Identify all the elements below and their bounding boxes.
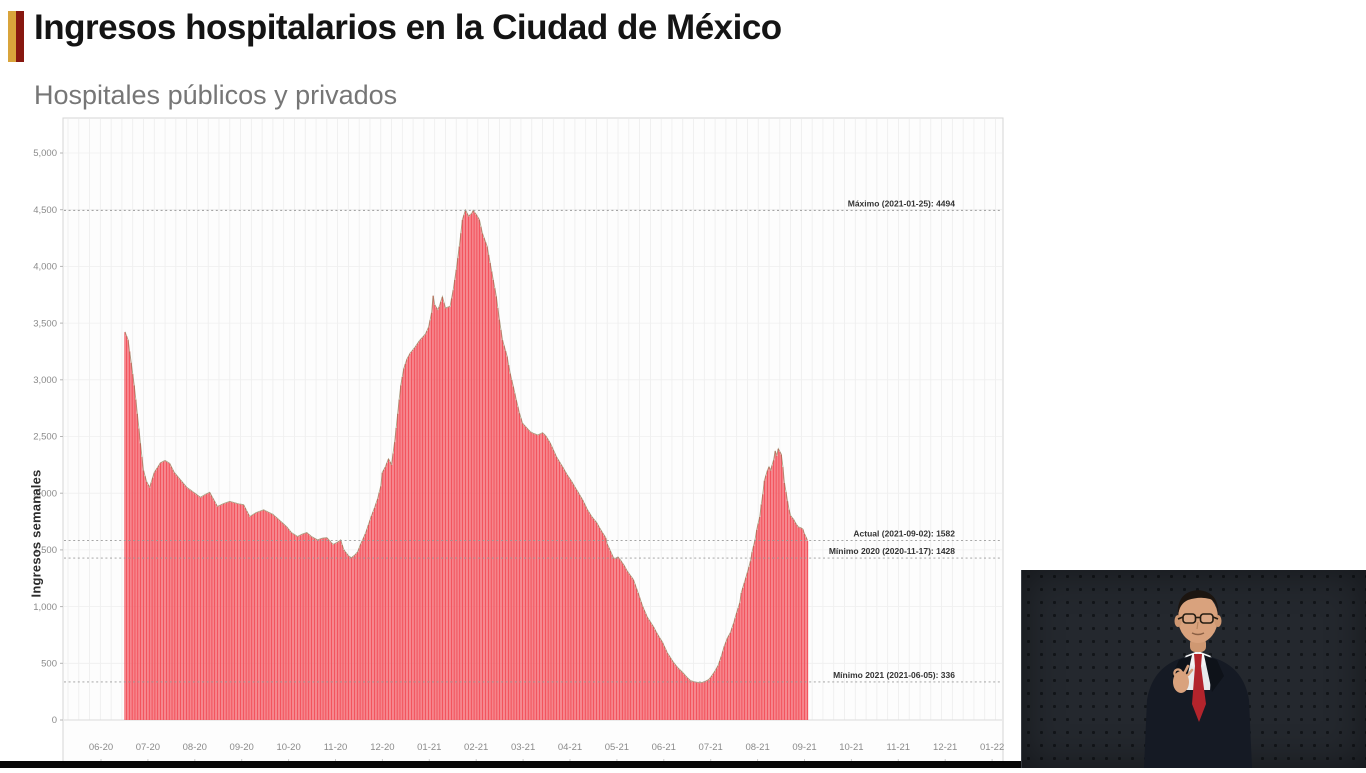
annotation-label-actual: Actual (2021-09-02): 1582 bbox=[853, 529, 955, 539]
y-tick-label: 0 bbox=[52, 715, 57, 726]
page-title: Ingresos hospitalarios en la Ciudad de M… bbox=[34, 8, 782, 47]
x-tick-label: 06-20 bbox=[89, 742, 113, 753]
y-tick-label: 5,000 bbox=[33, 148, 57, 159]
hospital-admissions-chart: Ingresos semanales 0 500 1,000 1,500 2,000 2,… bbox=[20, 110, 1010, 768]
y-tick-label: 4,000 bbox=[33, 262, 57, 273]
ear-right bbox=[1214, 615, 1222, 627]
x-tick-label: 10-20 bbox=[276, 742, 300, 753]
x-tick-labels: 06-20 07-20 08-20 09-20 10-20 11-20 12-20 01-21… bbox=[89, 742, 1004, 762]
y-tick-label: 1,500 bbox=[33, 545, 57, 556]
x-tick-label: 04-21 bbox=[558, 742, 582, 753]
y-tick-label: 4,500 bbox=[33, 205, 57, 216]
y-tick-label: 3,000 bbox=[33, 375, 57, 386]
admissions-bar-chart: 0 500 1,000 1,500 2,000 2,500 3,000 3,500 4,000 4… bbox=[33, 117, 1004, 764]
x-tick-label: 12-21 bbox=[933, 742, 957, 753]
x-tick-label: 01-21 bbox=[417, 742, 441, 753]
x-tick-label: 09-21 bbox=[792, 742, 816, 753]
x-tick-label: 11-20 bbox=[324, 742, 348, 753]
glasses-icon bbox=[1177, 613, 1219, 624]
nose bbox=[1196, 621, 1199, 630]
y-tick-label: 500 bbox=[41, 659, 57, 670]
x-tick-label: 01-22 bbox=[980, 742, 1004, 753]
x-tick-label: 12-20 bbox=[370, 742, 394, 753]
interpreter-figure bbox=[1144, 590, 1252, 768]
signing-hand bbox=[1173, 664, 1194, 693]
bars-series bbox=[124, 210, 809, 721]
x-tick-label: 03-21 bbox=[511, 742, 535, 753]
y-tick-label: 2,500 bbox=[33, 432, 57, 443]
ear-left bbox=[1174, 615, 1182, 627]
annotation-label-maximo: Máximo (2021-01-25): 4494 bbox=[848, 198, 956, 208]
bar-top-edge bbox=[124, 208, 808, 684]
x-tick-label: 08-21 bbox=[745, 742, 769, 753]
y-tick-label: 2,000 bbox=[33, 488, 57, 499]
x-tick-label: 09-20 bbox=[230, 742, 254, 753]
hair bbox=[1177, 590, 1219, 616]
brand-accent-bar bbox=[8, 11, 24, 62]
sign-language-interpreter-video bbox=[1021, 570, 1366, 768]
y-tick-label: 3,500 bbox=[33, 318, 57, 329]
page-subtitle: Hospitales públicos y privados bbox=[34, 80, 398, 110]
lapel-right bbox=[1204, 655, 1224, 692]
horizontal-gridlines: 0 500 1,000 1,500 2,000 2,500 3,000 3,500 4,000 4… bbox=[33, 148, 1002, 726]
x-tick-label: 02-21 bbox=[464, 742, 488, 753]
annotations: Máximo (2021-01-25): 4494 Actual (2021-09… bbox=[64, 198, 1002, 683]
interpreter-tie bbox=[1192, 654, 1206, 722]
mouth bbox=[1191, 632, 1205, 636]
y-tick-label: 1,000 bbox=[33, 602, 57, 613]
x-tick-label: 07-21 bbox=[699, 742, 723, 753]
annotation-label-minimo-2020: Mínimo 2020 (2020-11-17): 1428 bbox=[829, 546, 955, 556]
x-tick-label: 08-20 bbox=[183, 742, 207, 753]
x-tick-label: 05-21 bbox=[605, 742, 629, 753]
y-axis-label: Ingresos semanales bbox=[28, 469, 44, 598]
x-tick-label: 06-21 bbox=[652, 742, 676, 753]
annotation-label-minimo-2021: Mínimo 2021 (2021-06-05): 336 bbox=[833, 670, 955, 680]
video-letterbox-strip bbox=[0, 761, 1366, 768]
x-tick-label: 11-21 bbox=[887, 742, 911, 753]
x-tick-label: 07-20 bbox=[136, 742, 160, 753]
x-tick-label: 10-21 bbox=[839, 742, 863, 753]
